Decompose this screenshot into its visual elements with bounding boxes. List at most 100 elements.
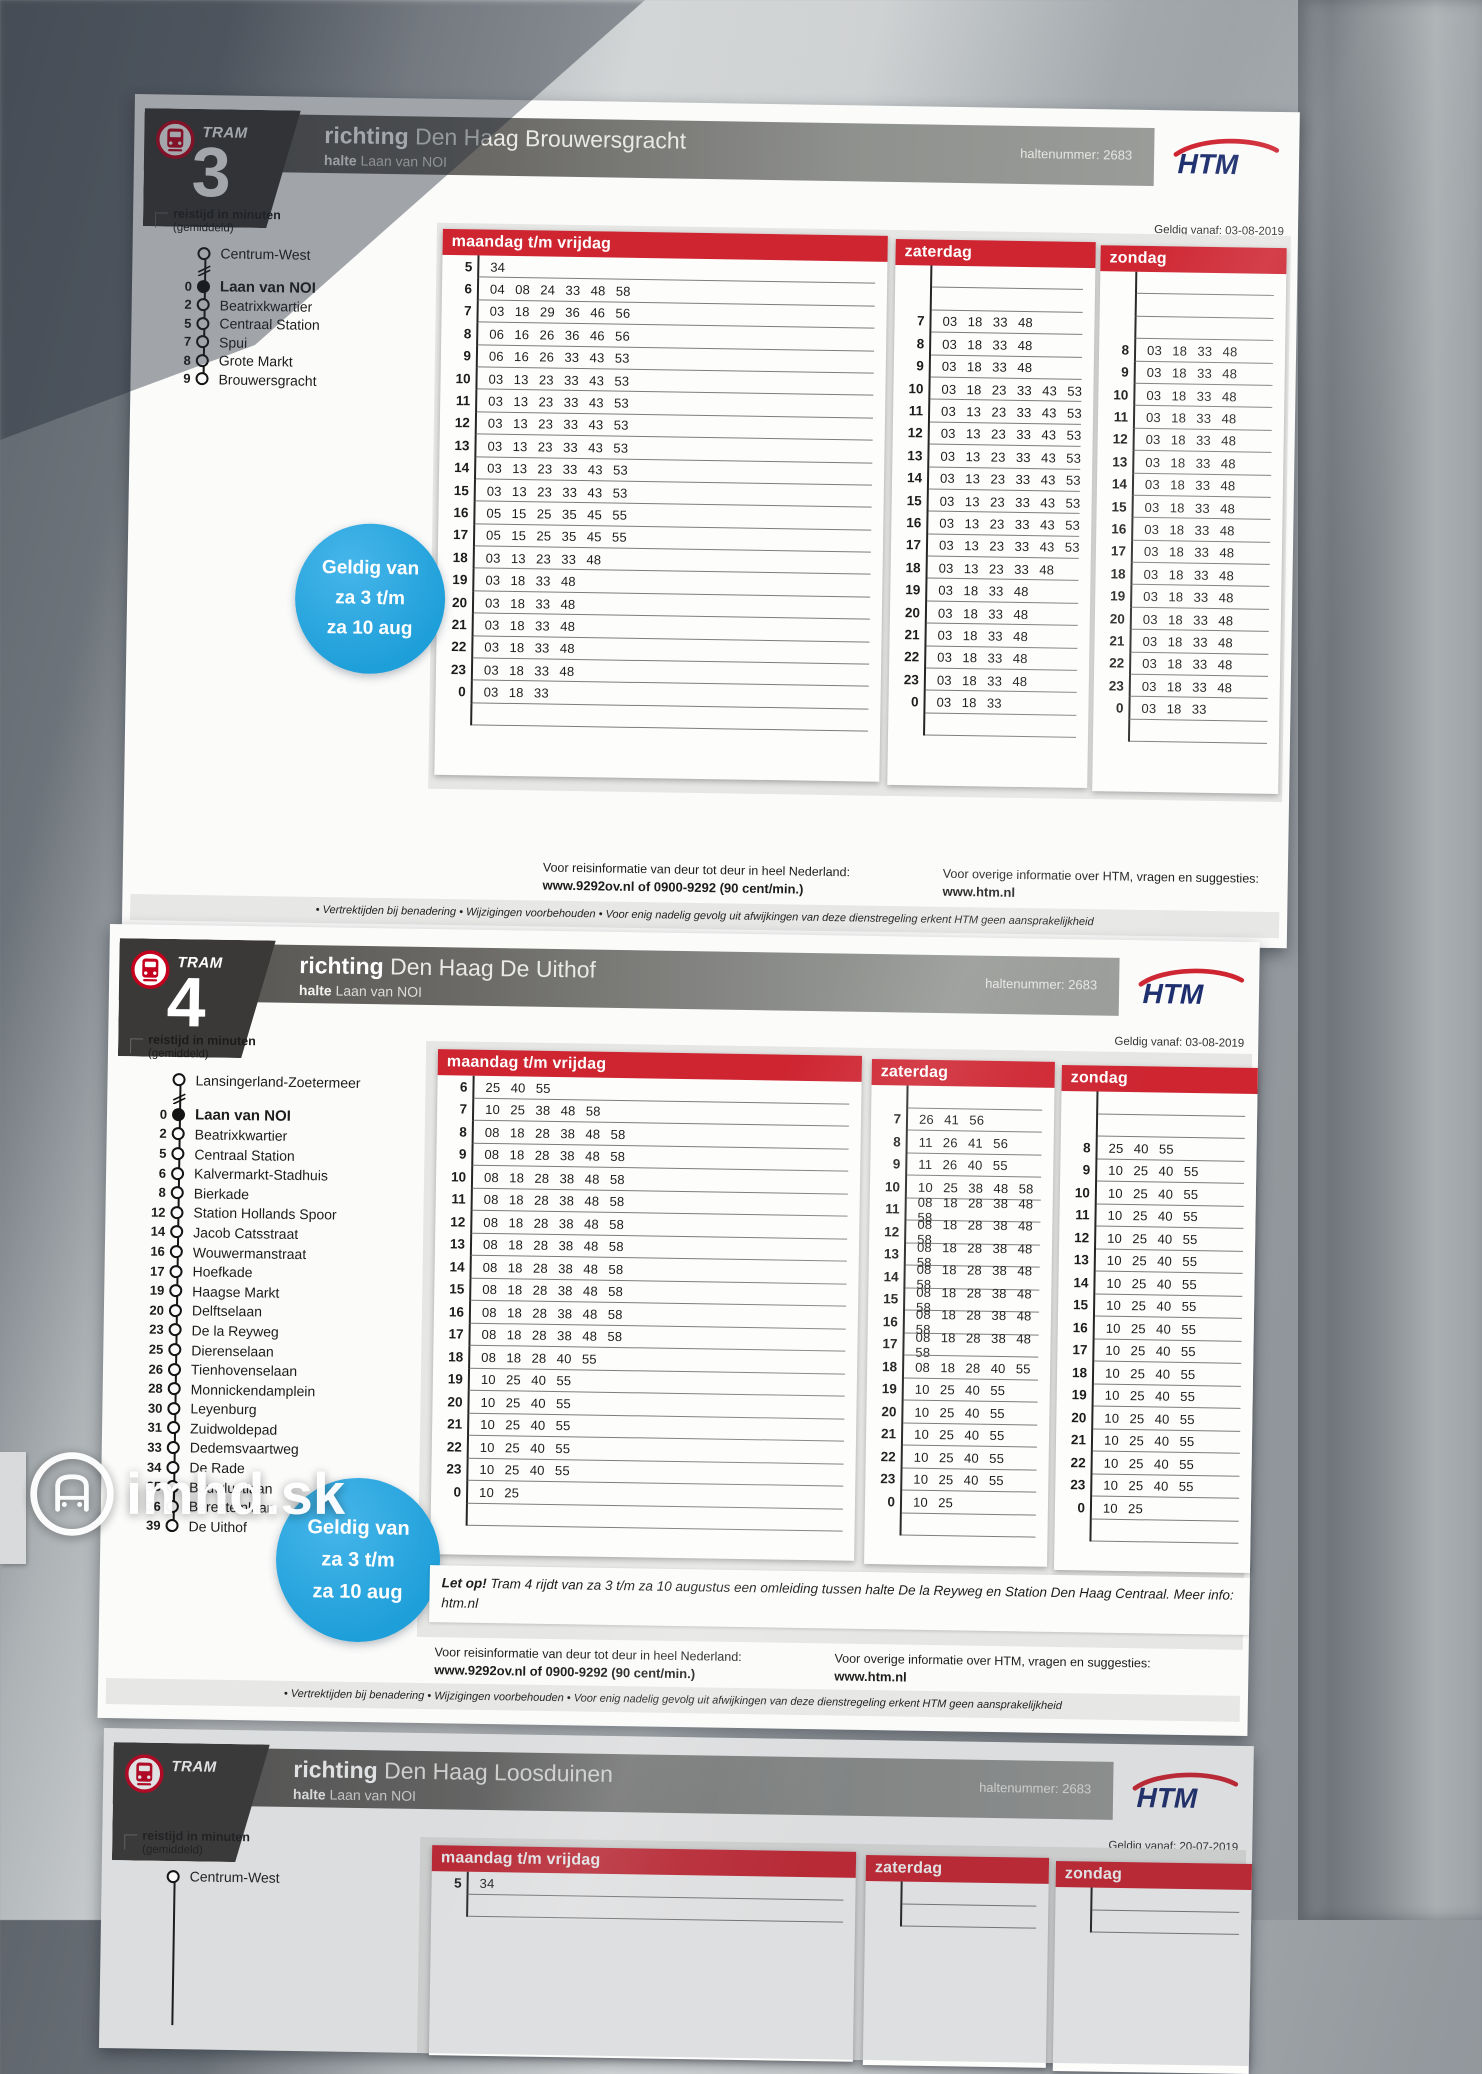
hour-cell: 18 [881, 1358, 898, 1375]
minutes-cell: 10 25 40 55 [1094, 1181, 1257, 1207]
hour-cell: 18 [448, 1349, 464, 1365]
minutes-cell [1089, 1518, 1251, 1544]
hour-cell [871, 1085, 906, 1108]
hour-cell: 20 [1071, 1409, 1087, 1426]
day-column-za: zaterdag 7 26 41 56 8 11 26 41 56 9 11 26 40 5… [864, 1058, 1055, 1567]
hour-cell [895, 287, 930, 310]
hour-cell: 0 [1115, 700, 1124, 716]
stop-node-icon [195, 353, 209, 367]
minutes-cell: 03 18 33 48 [924, 601, 1091, 627]
timetable-row [871, 1085, 1055, 1111]
minutes-cell: 10 25 40 55 [1091, 1406, 1253, 1432]
hour-cell: 22 [880, 1448, 896, 1465]
hour-cell: 10 [1074, 1184, 1091, 1201]
day-column-za: zaterdag [862, 1854, 1050, 2068]
hour-cell: 12 [1074, 1229, 1090, 1246]
hour-cell: 0 [453, 1484, 462, 1500]
hour-cell: 20 [904, 604, 921, 620]
line-badge: TRAM 4 [118, 938, 276, 1058]
minutes-cell: 10 25 40 55 [1092, 1316, 1254, 1342]
hour-cell: 10 [908, 380, 924, 397]
hour-cell: 11 [1075, 1207, 1090, 1223]
timetable-row: 19 10 25 40 55 [867, 1377, 1050, 1403]
timetable-row: 8 11 26 41 56 [871, 1130, 1054, 1156]
timetable-row: 20 03 18 33 48 [1095, 607, 1282, 633]
timetable-row: 23 03 18 33 48 [889, 668, 1090, 694]
hour-cell: 20 [447, 1394, 463, 1410]
timetable-row: 0 03 18 33 [1093, 697, 1280, 722]
hour-cell: 13 [454, 437, 470, 454]
minutes-cell: 03 13 23 33 43 53 [927, 422, 1093, 448]
timetable-columns: maandag t/m vrijdag 5 34 zaterdag zondag [99, 1728, 1254, 2074]
minutes-cell: 10 25 40 55 [1094, 1204, 1256, 1230]
timetable-row: 20 10 25 40 55 [866, 1400, 1050, 1426]
hour-cell: 0 [458, 684, 466, 700]
minutes-cell: 03 18 33 48 [925, 578, 1091, 604]
hour-cell: 12 [907, 425, 923, 441]
minutes-cell: 10 25 40 55 [1092, 1338, 1254, 1365]
hour-cell: 21 [1109, 633, 1125, 649]
timetable-row: 11 10 25 40 55 [1059, 1203, 1256, 1230]
minutes-cell [900, 1881, 1049, 1907]
hour-cell: 16 [448, 1304, 465, 1320]
hour-cell: 9 [458, 1146, 467, 1162]
minutes-cell: 03 18 33 48 [1129, 629, 1281, 655]
timetable-row: 11 03 13 23 33 43 53 [893, 399, 1094, 425]
timetable-row: 22 03 18 33 48 [1094, 652, 1281, 678]
timetable-row: 12 03 18 33 48 [1098, 428, 1284, 454]
hour-cell: 7 [463, 303, 472, 319]
stop-node-icon [167, 1362, 182, 1376]
minutes-cell [1127, 719, 1280, 745]
hour-cell [431, 1894, 466, 1917]
hour-cell: 16 [882, 1313, 898, 1330]
hour-cell: 19 [881, 1381, 897, 1397]
hour-cell: 15 [1111, 498, 1127, 515]
hour-cell: 21 [447, 1416, 463, 1432]
hour-cell: 13 [1073, 1252, 1089, 1268]
hour-cell: 12 [450, 1214, 466, 1230]
minutes-cell: 10 25 40 55 [901, 1400, 1050, 1426]
timetable-row: 13 03 18 33 48 [1097, 450, 1284, 476]
timetable-row: 8 03 18 33 48 [1099, 338, 1286, 364]
hour-cell: 12 [454, 415, 470, 431]
hour-cell: 23 [1108, 678, 1124, 694]
timetable-row: 13 10 25 40 55 [1059, 1248, 1255, 1275]
hour-cell: 9 [1082, 1162, 1091, 1178]
hour-cell: 18 [1110, 566, 1126, 582]
timetable-row: 21 10 25 40 55 [866, 1422, 1050, 1448]
day-column-header: zondag [1061, 1064, 1258, 1095]
timetable-row: 22 10 25 40 55 [1055, 1451, 1252, 1477]
hour-cell: 0 [887, 1494, 896, 1510]
display-case-frame [1298, 0, 1482, 1920]
minutes-cell: 10 25 40 55 [900, 1467, 1049, 1493]
imhd-logo-icon [30, 1452, 114, 1536]
minutes-cell: 03 18 23 33 43 53 [928, 377, 1094, 403]
hour-cell: 10 [884, 1178, 901, 1195]
minutes-cell: 03 18 33 48 [1130, 540, 1283, 566]
stop-list: reistijd in minuten (gemiddeld) Lansinge… [124, 1032, 432, 1539]
timetable-poster-tram4: richting Den Haag De Uithof halte Laan v… [97, 924, 1260, 1736]
timetable-row: 15 10 25 40 55 [1058, 1293, 1255, 1320]
hour-cell: 21 [880, 1426, 897, 1442]
timetable-row: 9 03 18 33 48 [894, 355, 1094, 381]
hour-cell: 18 [1071, 1364, 1088, 1381]
timetable-row: 21 03 18 33 48 [1094, 629, 1281, 655]
timetable-row [1055, 1909, 1252, 1936]
stop-node-icon [170, 1166, 185, 1180]
line-break-mark [131, 1089, 431, 1109]
hour-cell: 21 [1070, 1432, 1087, 1448]
minutes-cell: 08 18 28 38 48 58 [902, 1329, 1051, 1360]
hour-cell [1055, 1887, 1090, 1910]
timetable-row [865, 1881, 1049, 1907]
day-column-header: zaterdag [865, 1854, 1050, 1884]
timetable-row: 8 25 40 55 [1060, 1136, 1257, 1162]
stop-node-icon [167, 1401, 181, 1415]
timetable-row: 19 03 18 33 48 [1095, 585, 1282, 610]
day-column-header: zaterdag [871, 1058, 1055, 1088]
timetable-row: 21 10 25 40 55 [1056, 1428, 1253, 1455]
day-column-ma: maandag t/m vrijdag 5 34 [428, 1845, 857, 2062]
hour-cell: 22 [1109, 655, 1125, 671]
hour-cell: 22 [904, 649, 920, 665]
minutes-cell: 03 13 23 33 43 53 [927, 444, 1093, 470]
hour-cell: 16 [906, 515, 922, 531]
